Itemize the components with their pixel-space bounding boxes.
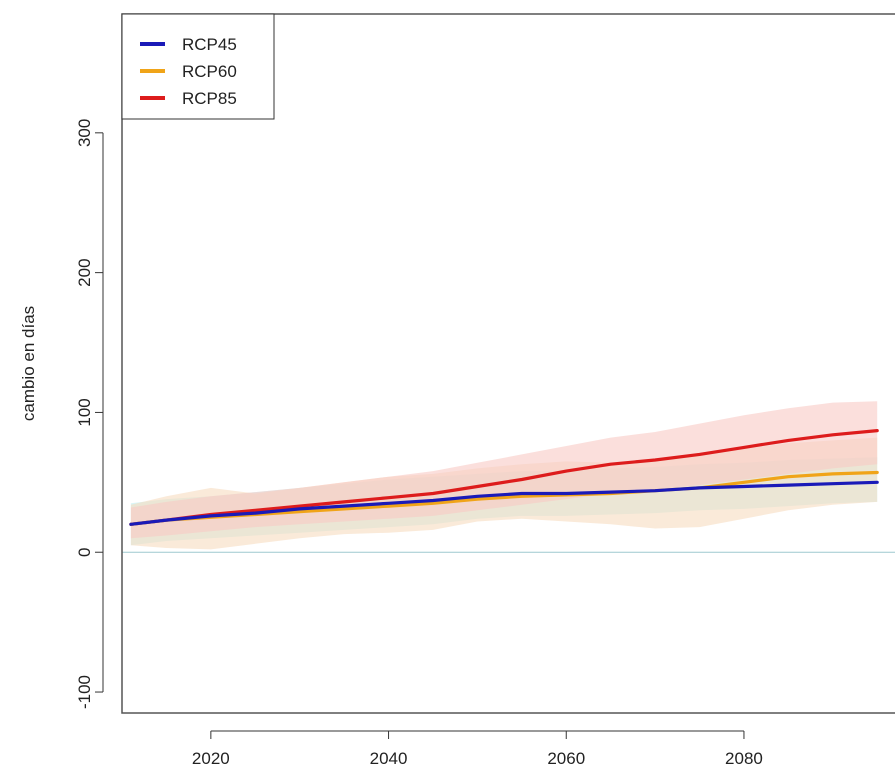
y-axis-label: cambio en días (19, 306, 38, 421)
line-rcp85 (129, 429, 879, 526)
x-tick-label: 2040 (370, 749, 408, 768)
y-tick-label: 200 (75, 258, 94, 286)
x-tick-label: 2080 (725, 749, 763, 768)
legend-label-rcp85: RCP85 (182, 89, 237, 108)
y-tick-label: 300 (75, 119, 94, 147)
series-lines (129, 429, 879, 526)
x-tick-label: 2020 (192, 749, 230, 768)
y-tick-label: -100 (75, 675, 94, 709)
y-tick-label: 100 (75, 398, 94, 426)
y-tick-label: 0 (75, 547, 94, 556)
y-axis: -100 0 100 200 300 (75, 119, 104, 709)
confidence-bands (130, 401, 878, 550)
legend-label-rcp60: RCP60 (182, 62, 237, 81)
line-rcp45 (129, 480, 879, 526)
x-axis: 2020 2040 2060 2080 (192, 730, 763, 768)
plot-frame (121, 13, 895, 714)
legend-label-rcp45: RCP45 (182, 35, 237, 54)
legend-box (121, 13, 275, 120)
legend: RCP45 RCP60 RCP85 (121, 13, 275, 120)
x-tick-label: 2060 (547, 749, 585, 768)
